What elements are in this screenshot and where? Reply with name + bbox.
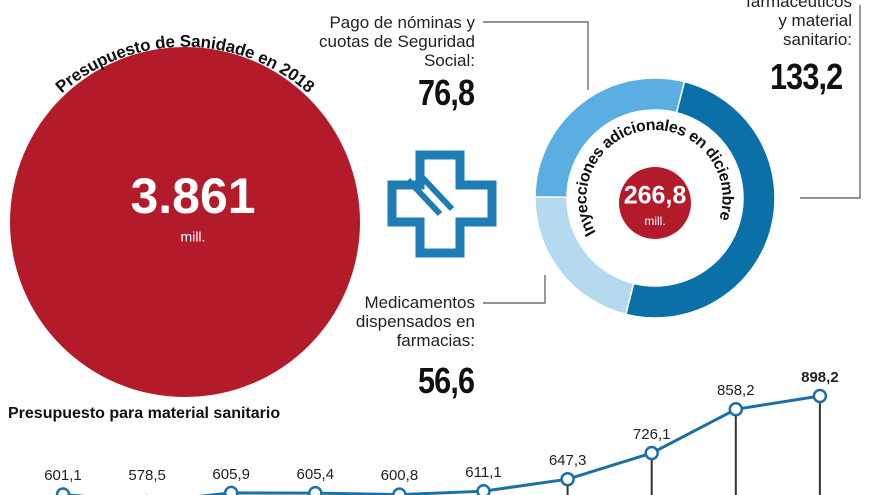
donut-label: Medicamentos dispensados en farmacias: xyxy=(355,293,475,350)
donut-segment xyxy=(624,80,776,319)
total-value: 266,8 xyxy=(624,182,687,210)
marker xyxy=(812,388,828,404)
donut-label: Pago de nóminas y cuotas de Seguridad So… xyxy=(319,13,475,70)
donut-label: farmacéuticos y material sanitario: xyxy=(746,0,852,49)
line-title: Presupuesto para material sanitario xyxy=(8,405,280,422)
pointer-lines xyxy=(483,5,861,304)
value-label: 605,4 xyxy=(297,466,335,483)
value-label: 647,3 xyxy=(549,452,587,469)
marker xyxy=(728,402,744,417)
cross-icon xyxy=(387,150,497,258)
marker xyxy=(223,485,239,495)
value-label: 601,1 xyxy=(44,467,82,484)
total-circle xyxy=(619,167,691,239)
value-label: 858,2 xyxy=(717,382,755,399)
budget-circle xyxy=(10,47,360,397)
value-label: 578,5 xyxy=(128,467,166,484)
donut-value-label: 76,8 xyxy=(418,72,475,113)
marker xyxy=(392,487,407,495)
line-chart: 601,1 578,5 605,9 605,4 600,8 611,1 647,3 726,1… xyxy=(44,369,839,495)
value-label: 726,1 xyxy=(633,426,671,443)
marker xyxy=(308,485,323,495)
marker xyxy=(644,445,659,461)
marker xyxy=(476,483,491,495)
line xyxy=(62,394,821,495)
marker xyxy=(560,471,575,487)
budget-unit: mill. xyxy=(181,229,206,245)
value-label: 898,2 xyxy=(801,369,839,386)
value-label: 605,9 xyxy=(212,466,250,483)
value-label: 611,1 xyxy=(465,464,501,481)
total-unit: mill. xyxy=(644,214,665,228)
marker xyxy=(55,487,71,495)
value-label: 600,8 xyxy=(381,467,419,484)
donut-value-label: 133,2 xyxy=(770,56,843,97)
budget-value: 3.861 xyxy=(130,168,255,224)
donut-value-label: 56,6 xyxy=(418,360,475,401)
donut xyxy=(534,77,776,319)
